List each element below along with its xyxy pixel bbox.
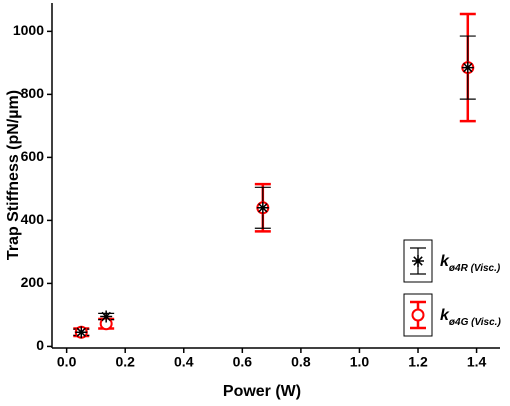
legend-label: kø4R (Visc.) [440, 253, 501, 273]
y-axis-label: Trap Stiffness (pN/µm) [5, 90, 22, 260]
y-tick-label: 0 [36, 337, 44, 353]
point [411, 308, 425, 322]
x-tick-label: 0.8 [291, 354, 311, 370]
legend-subscript: ø4R (Visc.) [449, 263, 501, 274]
legend-name: k [440, 307, 450, 324]
point [412, 255, 424, 267]
y-tick-label: 600 [21, 148, 45, 164]
point [100, 310, 113, 323]
y-tick-label: 400 [21, 211, 45, 227]
x-tick-label: 0.6 [233, 354, 253, 370]
legend-box [403, 293, 433, 337]
x-tick-label: 1.4 [467, 354, 487, 370]
legend-name: k [440, 253, 450, 270]
x-tick-label: 1.0 [350, 354, 370, 370]
legend-subscript: ø4G (Visc.) [449, 317, 502, 328]
y-tick-label: 200 [21, 274, 45, 290]
x-tick-label: 1.2 [408, 354, 428, 370]
legend-box [403, 239, 433, 283]
point [256, 201, 269, 214]
legend-label: kø4G (Visc.) [440, 307, 501, 327]
x-axis-label: Power (W) [223, 383, 301, 400]
x-tick-label: 0.0 [57, 354, 77, 370]
point [75, 326, 88, 339]
y-tick-label: 800 [21, 85, 45, 101]
y-tick-label: 1000 [13, 22, 44, 38]
x-tick-label: 0.4 [174, 354, 194, 370]
x-tick-label: 0.2 [115, 354, 135, 370]
point [461, 61, 474, 74]
